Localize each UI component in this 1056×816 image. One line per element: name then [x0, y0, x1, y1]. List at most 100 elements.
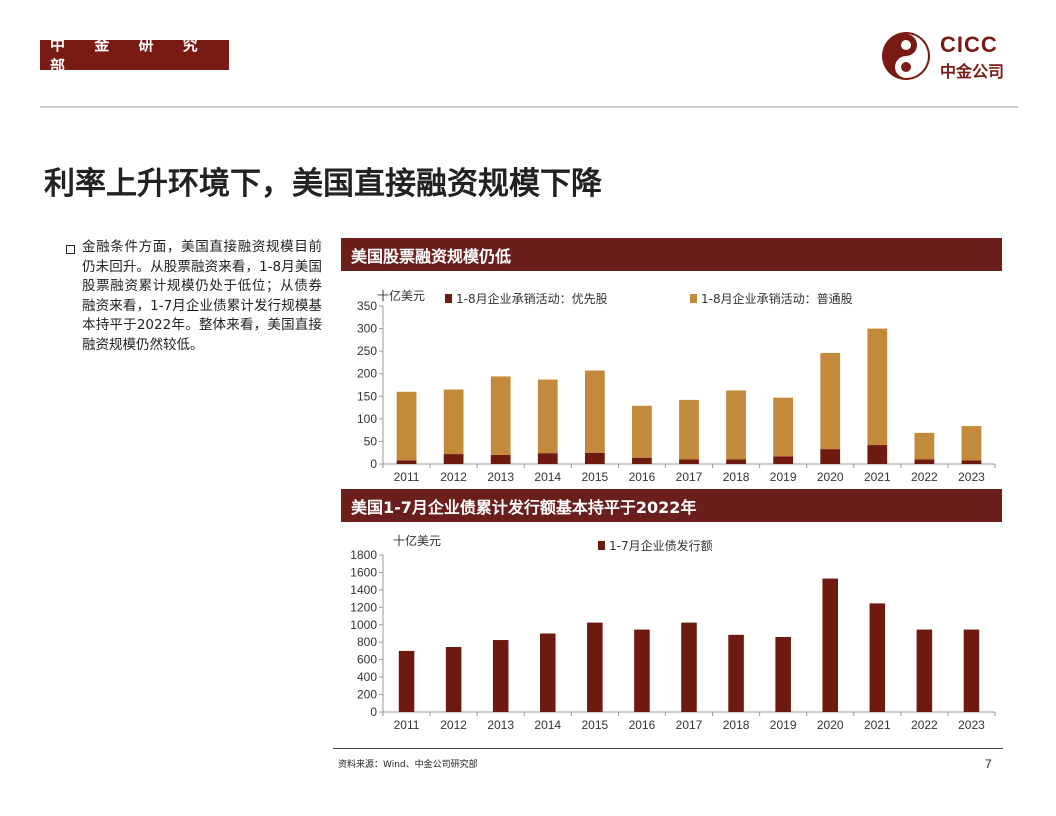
chart2-title: 美国1-7月企业债累计发行额基本持平于2022年 — [341, 489, 1002, 522]
bar-2020-series-1 — [820, 352, 841, 450]
x-tick-label: 2017 — [676, 718, 703, 732]
x-tick-label: 2022 — [911, 718, 938, 732]
page-number: 7 — [985, 757, 992, 771]
bar-2011-series-0 — [398, 650, 415, 712]
x-tick-label: 2022 — [911, 470, 938, 484]
bar-2017-series-0 — [679, 459, 699, 464]
bar-2022-series-0 — [916, 629, 933, 712]
source-note: 资料来源：Wind、中金公司研究部 — [338, 760, 478, 770]
page-title: 利率上升环境下，美国直接融资规模下降 — [44, 166, 602, 202]
legend-label: 1-8月企业承销活动：优先股 — [456, 291, 608, 306]
bar-2018-series-0 — [726, 459, 746, 464]
bar-2013-series-1 — [490, 376, 511, 455]
y-tick-label: 600 — [357, 653, 377, 667]
y-tick-label: 1200 — [350, 600, 377, 614]
x-tick-label: 2016 — [629, 718, 656, 732]
equity-financing-chart: 十亿美元 0 50 100 150 200 250 300 350 2011 2012 2013 201… — [357, 288, 996, 484]
x-tick-label: 2018 — [723, 470, 750, 484]
y-unit-label: 十亿美元 — [377, 288, 425, 303]
bar-2018-series-0 — [728, 634, 744, 712]
x-tick-label: 2011 — [394, 470, 420, 484]
y-tick-label: 400 — [357, 670, 377, 684]
bar-2020-series-0 — [820, 449, 841, 464]
bar-2012-series-0 — [445, 647, 462, 712]
chart1-title: 美国股票融资规模仍低 — [341, 238, 1002, 271]
bar-2014-series-0 — [537, 453, 558, 464]
bar-2017-series-1 — [679, 399, 699, 460]
y-tick-label: 1000 — [350, 618, 377, 632]
legend-swatch — [598, 541, 605, 550]
bar-2011-series-0 — [396, 460, 417, 464]
header-divider — [40, 106, 1018, 108]
y-tick-label: 0 — [370, 457, 377, 471]
y-tick-label: 1400 — [350, 583, 377, 597]
footer-divider — [333, 748, 1003, 749]
y-tick-label: 300 — [357, 322, 377, 336]
x-tick-label: 2013 — [487, 718, 514, 732]
y-tick-label: 0 — [370, 705, 377, 719]
bar-2013-series-0 — [490, 454, 511, 464]
x-tick-label: 2014 — [534, 718, 561, 732]
x-tick-label: 2011 — [394, 718, 420, 732]
x-tick-label: 2012 — [440, 470, 467, 484]
bar-2023-series-1 — [961, 426, 982, 461]
bar-2016-series-0 — [634, 629, 650, 712]
x-tick-label: 2019 — [770, 718, 797, 732]
bar-2014-series-1 — [537, 379, 558, 454]
bar-2015-series-0 — [584, 452, 605, 464]
bar-2017-series-0 — [681, 622, 697, 712]
bullet-square-icon — [66, 245, 75, 254]
legend-label: 1-7月企业债发行额 — [609, 538, 713, 553]
bar-2015-series-1 — [584, 370, 605, 453]
y-tick-label: 1800 — [350, 548, 377, 562]
x-tick-label: 2021 — [864, 718, 891, 732]
y-tick-label: 800 — [357, 635, 377, 649]
bullet-text: 金融条件方面，美国直接融资规模目前仍未回升。从股票融资来看，1-8月美国股票融资… — [82, 239, 322, 353]
y-tick-label: 200 — [357, 367, 377, 381]
x-tick-label: 2021 — [864, 470, 891, 484]
corporate-bond-chart: 十亿美元 0 200 400 600 800 1000 1200 1400 1600 1800 201… — [350, 533, 996, 732]
bar-2020-series-0 — [822, 578, 838, 712]
logo-text-en: CICC — [940, 32, 998, 57]
bar-2021-series-1 — [867, 328, 888, 446]
bar-2019-series-1 — [773, 397, 794, 457]
x-tick-label: 2014 — [534, 470, 561, 484]
bar-2018-series-1 — [726, 390, 746, 460]
bar-2022-series-0 — [914, 459, 935, 464]
x-tick-label: 2020 — [817, 718, 844, 732]
cicc-logo-mark-icon — [882, 32, 930, 80]
y-tick-label: 1600 — [350, 565, 377, 579]
y-tick-label: 200 — [357, 688, 377, 702]
bar-2014-series-0 — [540, 633, 556, 712]
bar-2022-series-1 — [914, 432, 935, 460]
y-tick-label: 100 — [357, 412, 377, 426]
bar-2011-series-1 — [396, 391, 417, 461]
bar-2021-series-0 — [867, 445, 888, 464]
y-tick-label: 250 — [357, 344, 377, 358]
bar-2019-series-0 — [775, 636, 791, 712]
x-tick-label: 2018 — [723, 718, 750, 732]
bar-2012-series-0 — [443, 454, 464, 464]
bar-2021-series-0 — [869, 603, 886, 712]
legend-label: 1-8月企业承销活动：普通股 — [701, 291, 853, 306]
cicc-logo: CICC 中金公司 — [880, 30, 1025, 82]
x-tick-label: 2020 — [817, 470, 844, 484]
x-tick-label: 2015 — [581, 718, 608, 732]
bar-2016-series-0 — [632, 457, 652, 464]
x-tick-label: 2016 — [629, 470, 656, 484]
y-tick-label: 50 — [364, 434, 378, 448]
bar-2015-series-0 — [587, 622, 603, 712]
x-tick-label: 2015 — [581, 470, 608, 484]
bar-2013-series-0 — [492, 640, 509, 712]
department-badge: 中 金 研 究 部 — [40, 36, 229, 75]
x-tick-label: 2023 — [958, 470, 985, 484]
y-tick-label: 350 — [357, 299, 377, 313]
legend-swatch — [445, 294, 452, 303]
bar-2023-series-0 — [961, 460, 982, 464]
legend-swatch — [690, 294, 697, 303]
x-tick-label: 2013 — [487, 470, 514, 484]
logo-text-cn: 中金公司 — [940, 62, 1005, 81]
bar-2016-series-1 — [632, 405, 652, 458]
x-tick-label: 2023 — [958, 718, 985, 732]
y-unit-label: 十亿美元 — [393, 533, 441, 548]
